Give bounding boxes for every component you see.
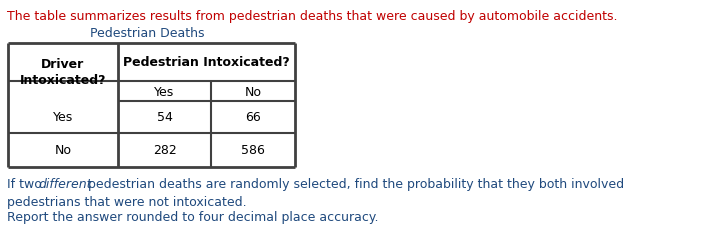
Text: Intoxicated?: Intoxicated? (20, 74, 106, 87)
Text: Report the answer rounded to four decimal place accuracy.: Report the answer rounded to four decima… (7, 210, 378, 223)
Text: different: different (38, 177, 92, 190)
Text: If two: If two (7, 177, 46, 190)
Text: 54: 54 (156, 111, 173, 124)
Text: No: No (55, 144, 72, 157)
Text: pedestrians that were not intoxicated.: pedestrians that were not intoxicated. (7, 195, 247, 208)
Text: 66: 66 (245, 111, 261, 124)
Text: Driver: Driver (41, 58, 85, 71)
Text: Pedestrian Deaths: Pedestrian Deaths (90, 27, 205, 40)
Text: No: No (245, 85, 262, 98)
Text: 586: 586 (241, 144, 265, 157)
Text: Yes: Yes (53, 111, 73, 124)
Text: 282: 282 (153, 144, 176, 157)
Text: pedestrian deaths are randomly selected, find the probability that they both inv: pedestrian deaths are randomly selected,… (84, 177, 624, 190)
Text: Pedestrian Intoxicated?: Pedestrian Intoxicated? (123, 56, 290, 69)
Text: The table summarizes results from pedestrian deaths that were caused by automobi: The table summarizes results from pedest… (7, 10, 617, 23)
Text: Yes: Yes (154, 85, 175, 98)
